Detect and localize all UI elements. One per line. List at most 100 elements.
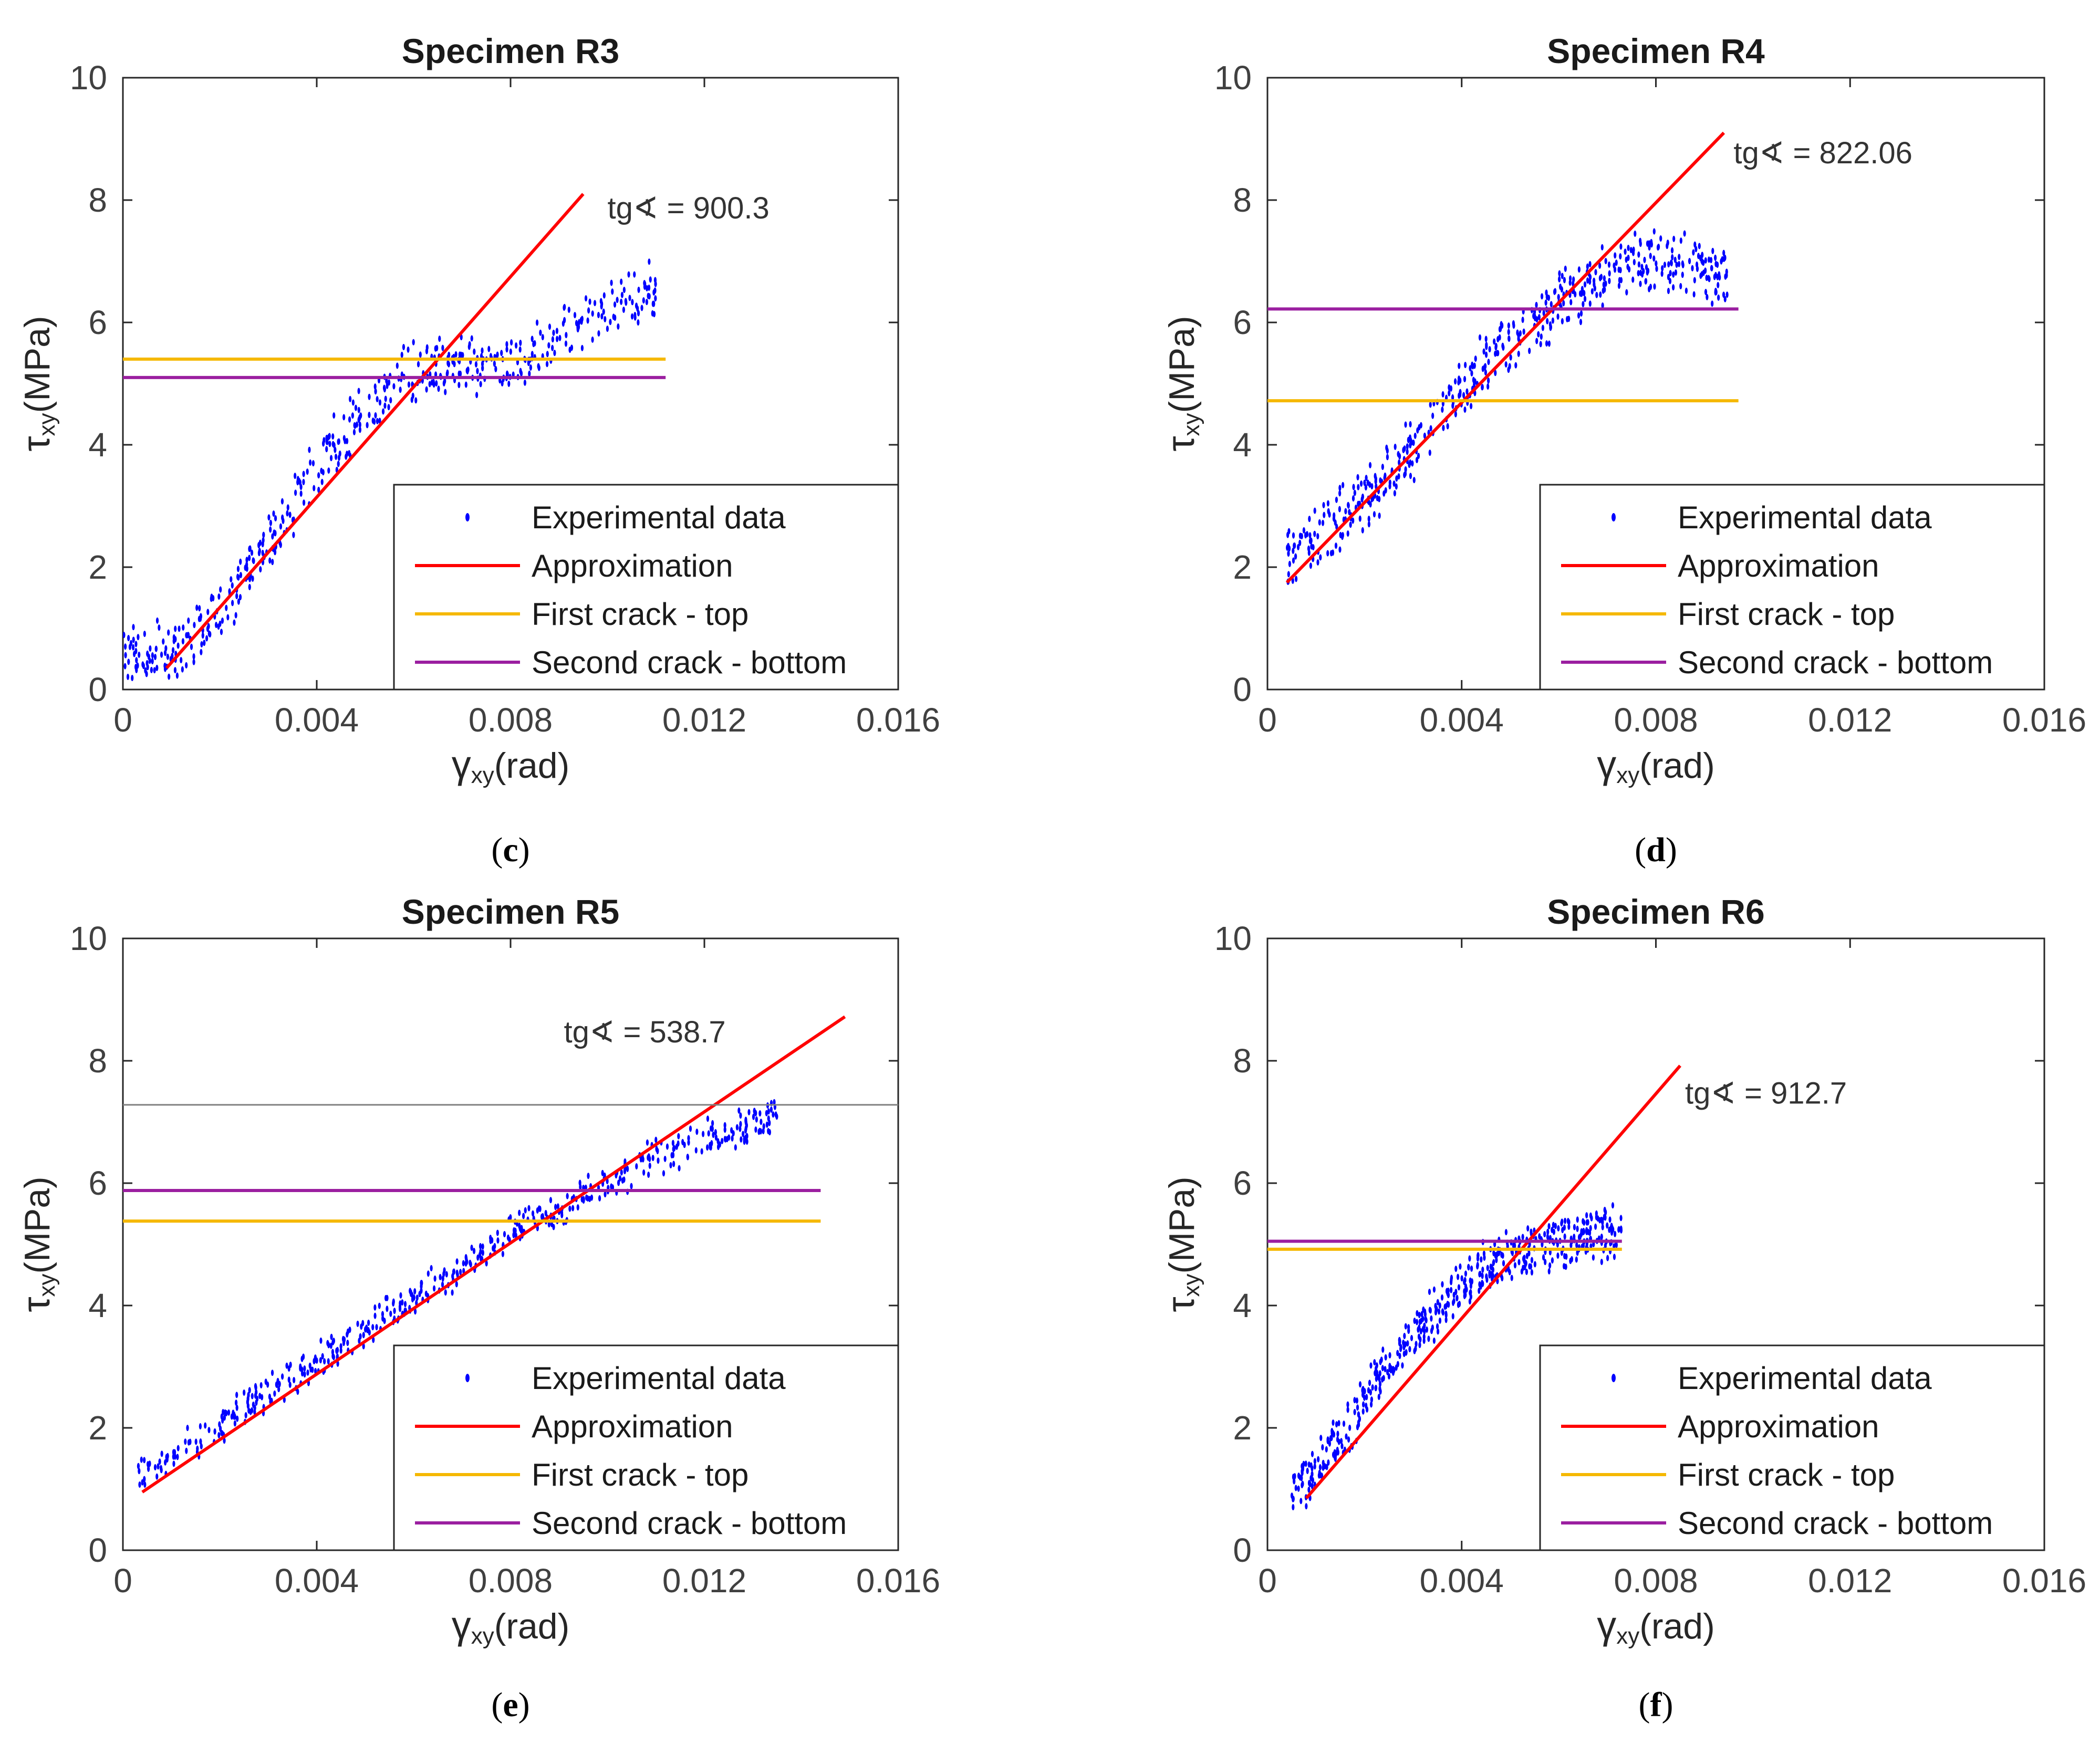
data-point bbox=[1458, 362, 1461, 369]
data-point bbox=[1484, 351, 1488, 358]
data-point bbox=[138, 1481, 141, 1488]
data-point bbox=[641, 1156, 644, 1163]
data-point bbox=[1311, 1482, 1314, 1489]
data-point bbox=[258, 548, 261, 555]
data-point bbox=[1309, 562, 1313, 569]
legend-entry: Experimental data bbox=[1678, 500, 1932, 535]
data-point bbox=[1448, 390, 1451, 396]
data-point bbox=[1376, 495, 1379, 502]
data-point bbox=[1478, 1281, 1481, 1288]
data-point bbox=[1625, 289, 1628, 296]
plot-marks bbox=[123, 1015, 898, 1494]
data-point bbox=[1517, 1259, 1521, 1266]
y-tick-label: 4 bbox=[88, 1287, 107, 1324]
data-point bbox=[1307, 1486, 1311, 1493]
data-point bbox=[1432, 1286, 1436, 1293]
data-point bbox=[1427, 1335, 1430, 1342]
data-point bbox=[1704, 257, 1707, 264]
data-point bbox=[519, 1227, 523, 1234]
data-point bbox=[630, 313, 634, 320]
data-point bbox=[1558, 283, 1562, 290]
y-tick-label: 8 bbox=[88, 181, 107, 219]
data-point bbox=[1563, 277, 1566, 284]
data-point bbox=[358, 414, 361, 421]
data-point bbox=[1353, 1408, 1356, 1415]
data-point bbox=[302, 1353, 305, 1360]
data-point bbox=[168, 673, 171, 680]
data-point bbox=[1326, 500, 1330, 507]
data-point bbox=[1449, 1279, 1453, 1286]
data-point bbox=[1374, 478, 1377, 485]
data-point bbox=[1370, 1396, 1374, 1403]
data-point bbox=[255, 1399, 258, 1406]
data-point bbox=[1549, 325, 1552, 331]
data-point bbox=[1392, 480, 1396, 487]
data-point bbox=[500, 350, 503, 357]
data-point bbox=[772, 1111, 775, 1118]
data-point bbox=[1502, 344, 1505, 351]
data-point bbox=[1356, 474, 1359, 481]
data-point bbox=[326, 1340, 329, 1346]
data-point bbox=[1652, 255, 1656, 262]
data-point bbox=[199, 1423, 202, 1429]
data-point bbox=[234, 612, 237, 619]
data-point bbox=[192, 659, 195, 665]
data-point bbox=[1428, 1288, 1431, 1295]
data-point bbox=[1679, 283, 1682, 289]
data-point bbox=[562, 320, 565, 327]
data-point bbox=[1659, 235, 1662, 242]
data-point bbox=[1650, 241, 1653, 248]
data-point bbox=[1369, 1401, 1373, 1408]
data-point bbox=[159, 1465, 163, 1471]
data-point bbox=[1723, 254, 1727, 261]
data-point bbox=[1361, 1391, 1365, 1398]
data-point bbox=[1437, 1308, 1441, 1315]
data-point bbox=[1327, 508, 1330, 515]
data-point bbox=[1339, 1438, 1343, 1445]
data-point bbox=[430, 1265, 433, 1271]
data-point bbox=[712, 1131, 715, 1138]
data-point bbox=[1388, 1352, 1391, 1359]
data-point bbox=[432, 1285, 436, 1292]
data-point bbox=[469, 1261, 472, 1268]
data-point bbox=[407, 381, 411, 388]
data-point bbox=[1438, 1317, 1442, 1324]
data-point bbox=[346, 1331, 349, 1338]
data-point bbox=[252, 558, 255, 565]
data-point bbox=[1321, 519, 1325, 526]
data-point bbox=[496, 1237, 500, 1244]
data-point bbox=[1322, 502, 1325, 508]
data-point bbox=[1486, 1265, 1489, 1271]
data-point bbox=[1544, 299, 1547, 306]
data-point bbox=[1698, 243, 1701, 249]
data-point bbox=[1668, 278, 1672, 285]
data-point bbox=[1575, 1241, 1578, 1248]
data-point bbox=[1677, 260, 1681, 267]
data-point bbox=[136, 662, 139, 669]
data-point bbox=[1640, 264, 1644, 270]
data-point bbox=[149, 645, 152, 652]
data-point bbox=[1336, 1449, 1339, 1456]
data-point bbox=[247, 1392, 250, 1398]
data-point bbox=[144, 667, 147, 674]
data-point bbox=[153, 1464, 157, 1470]
data-point bbox=[1358, 515, 1361, 522]
data-point bbox=[1488, 346, 1491, 353]
data-point bbox=[1569, 1242, 1573, 1249]
y-tick-label: 6 bbox=[88, 304, 107, 341]
data-point bbox=[723, 1126, 726, 1133]
data-point bbox=[648, 293, 651, 300]
data-point bbox=[1419, 1328, 1422, 1335]
data-point bbox=[1577, 312, 1581, 319]
x-tick-label: 0 bbox=[113, 1562, 132, 1600]
data-point bbox=[739, 1125, 742, 1132]
data-point bbox=[1432, 1338, 1436, 1344]
data-point bbox=[281, 1373, 284, 1380]
data-point bbox=[1692, 291, 1696, 298]
x-axis-label: γxy(rad) bbox=[452, 743, 570, 788]
data-point bbox=[389, 1310, 392, 1317]
data-point bbox=[153, 667, 156, 674]
data-point bbox=[1430, 1315, 1433, 1322]
data-point bbox=[329, 455, 333, 462]
data-point bbox=[1634, 230, 1637, 237]
